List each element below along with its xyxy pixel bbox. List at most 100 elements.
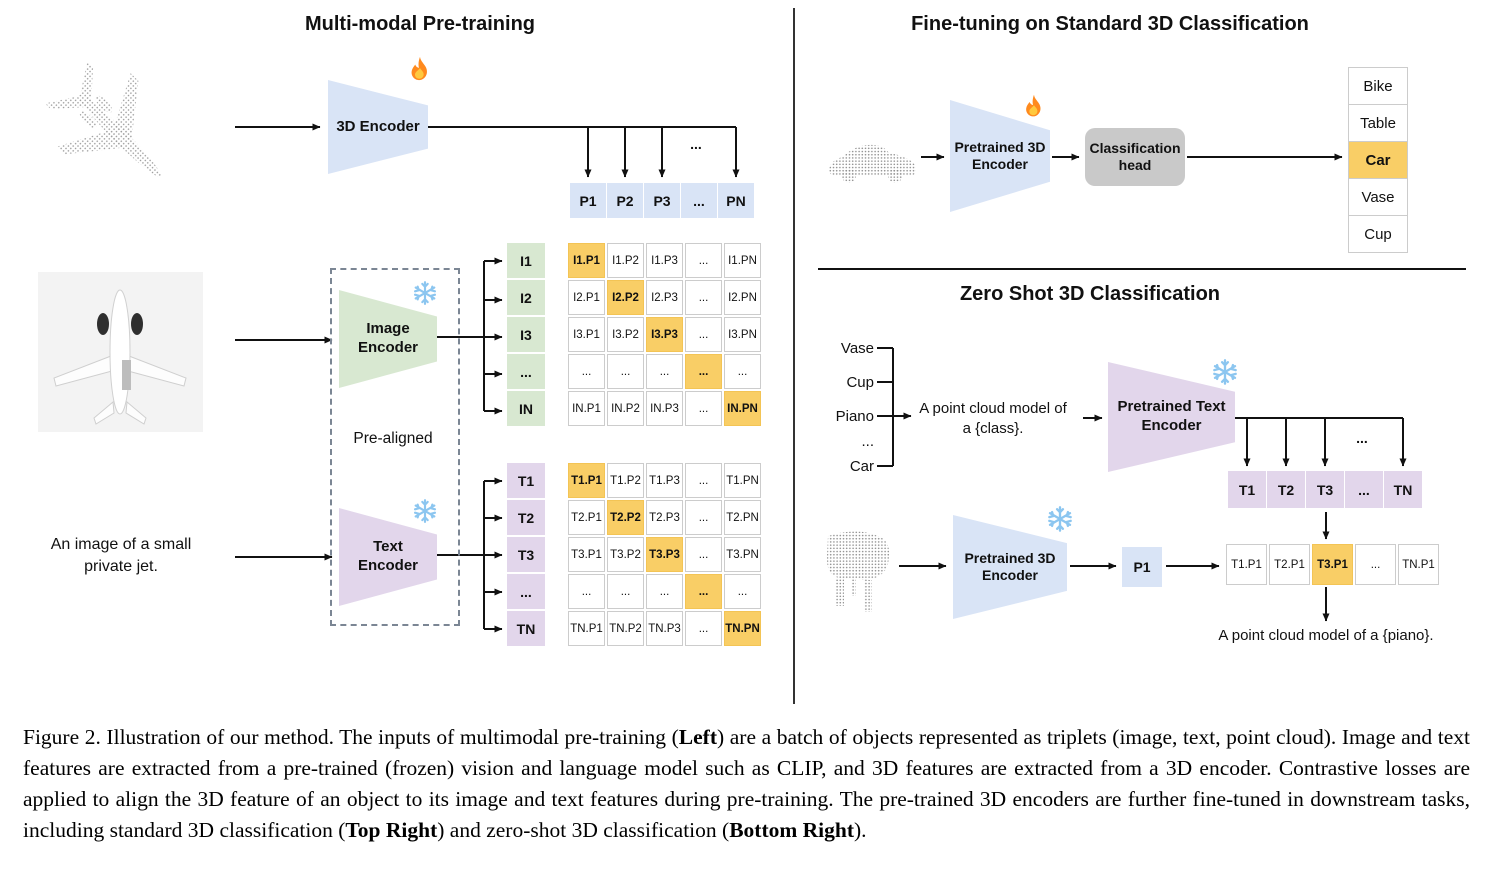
- p-feature-cell: PN: [718, 183, 754, 218]
- zeroshot-result-text: A point cloud model of a {piano}.: [1218, 627, 1434, 644]
- classification-class-list: Bike Table Car Vase Cup: [1348, 67, 1408, 253]
- similarity-cell: I1.P3: [646, 243, 683, 278]
- similarity-cell: ...: [685, 317, 722, 352]
- encoder-3d: 3D Encoder: [328, 80, 428, 174]
- snowflake-icon: [1213, 359, 1237, 385]
- image-feature-label: IN: [507, 391, 545, 426]
- similarity-cell: ...: [685, 500, 722, 535]
- class-item: Table: [1348, 104, 1408, 142]
- similarity-cell: ...: [646, 354, 683, 389]
- image-encoder-label: Image Encoder: [357, 320, 418, 356]
- class-item: Cup: [1348, 215, 1408, 253]
- similarity-cell: ...: [685, 611, 722, 646]
- text-feature-label: T2: [507, 500, 545, 535]
- zeroshot-class-label: ...: [861, 433, 874, 450]
- similarity-cell: IN.P3: [646, 391, 683, 426]
- car-point-cloud: [829, 144, 916, 183]
- class-item: Car: [1348, 141, 1408, 179]
- ellipsis: ...: [1356, 430, 1368, 446]
- similarity-cell: T2.P2: [607, 500, 644, 535]
- ellipsis: ...: [690, 136, 702, 152]
- class-item: Bike: [1348, 67, 1408, 105]
- prealigned-label: Pre-aligned: [353, 430, 433, 447]
- t-feature-cell: TN: [1384, 471, 1422, 508]
- similarity-cell: T1.P1: [1226, 544, 1267, 585]
- class-item: Vase: [1348, 178, 1408, 216]
- image-text-caption: An image of a small private jet.: [50, 536, 192, 575]
- similarity-cell: ...: [646, 574, 683, 609]
- similarity-row: T1.P1 T2.P1 T3.P1... TN.P1: [1226, 544, 1439, 585]
- zeroshot-class-label: Piano: [835, 408, 874, 425]
- snowflake-icon: [1048, 506, 1072, 532]
- similarity-cell: T3.PN: [724, 537, 761, 572]
- similarity-cell: T2.P1: [568, 500, 605, 535]
- text-point-similarity-matrix: T1.P1 T1.P2 T1.P3... T1.PN T2.P1 T2.P2 T2.P3..…: [568, 463, 761, 646]
- similarity-cell: ...: [607, 354, 644, 389]
- similarity-cell: I3.P2: [607, 317, 644, 352]
- similarity-cell: ...: [685, 243, 722, 278]
- image-feature-label: I1: [507, 243, 545, 278]
- similarity-cell: I3.PN: [724, 317, 761, 352]
- zeroshot-class-label: Cup: [846, 374, 874, 391]
- image-feature-label: ...: [507, 354, 545, 389]
- text-feature-label: T3: [507, 537, 545, 572]
- flame-icon: [411, 56, 427, 81]
- airplane-point-cloud: [45, 61, 162, 178]
- text-feature-label: T1: [507, 463, 545, 498]
- similarity-cell: ...: [724, 354, 761, 389]
- t-feature-cell: T2: [1267, 471, 1305, 508]
- encoder-3d-label: 3D Encoder: [336, 117, 420, 135]
- p-feature-cell: ...: [681, 183, 717, 218]
- figure-caption: Figure 2. Illustration of our method. Th…: [23, 725, 1471, 842]
- similarity-cell: TN.P1: [568, 611, 605, 646]
- similarity-cell: I1.PN: [724, 243, 761, 278]
- image-feature-label: I2: [507, 280, 545, 315]
- prealigned-box: [330, 268, 460, 626]
- similarity-cell: ...: [607, 574, 644, 609]
- similarity-cell: T3.P1: [1312, 544, 1353, 585]
- pretrained-3d-encoder-label: Pretrained 3D Encoder: [954, 138, 1046, 173]
- snowflake-icon: [413, 499, 437, 523]
- image-feature-column: I1 I2 I3... IN: [507, 243, 545, 426]
- similarity-cell: ...: [685, 463, 722, 498]
- p-feature-cell: P1: [570, 183, 606, 218]
- similarity-cell: ...: [568, 574, 605, 609]
- similarity-cell: T1.P3: [646, 463, 683, 498]
- similarity-cell: I2.P2: [607, 280, 644, 315]
- similarity-cell: T1.PN: [724, 463, 761, 498]
- text-feature-row: T1 T2 T3... TN: [1228, 471, 1422, 508]
- pretrained-3d-encoder-zeroshot-label: Pretrained 3D Encoder: [964, 549, 1056, 584]
- similarity-cell: T3.P2: [607, 537, 644, 572]
- similarity-cell: ...: [685, 280, 722, 315]
- similarity-cell: T1.P2: [607, 463, 644, 498]
- prompt-template: A point cloud model of a {class}.: [919, 400, 1067, 437]
- piano-point-cloud: [826, 531, 890, 612]
- similarity-cell: TN.P1: [1398, 544, 1439, 585]
- similarity-cell: T3.P3: [646, 537, 683, 572]
- panel-title-pretraining: Multi-modal Pre-training: [305, 13, 535, 35]
- t-feature-cell: T3: [1306, 471, 1344, 508]
- similarity-cell: TN.PN: [724, 611, 761, 646]
- similarity-cell: I3.P1: [568, 317, 605, 352]
- similarity-cell: ...: [685, 391, 722, 426]
- similarity-cell: T2.P3: [646, 500, 683, 535]
- image-feature-label: I3: [507, 317, 545, 352]
- similarity-cell: I1.P1: [568, 243, 605, 278]
- panel-title-finetune: Fine-tuning on Standard 3D Classificatio…: [911, 13, 1309, 35]
- similarity-cell: ...: [568, 354, 605, 389]
- similarity-cell: IN.P1: [568, 391, 605, 426]
- similarity-cell: T2.PN: [724, 500, 761, 535]
- text-encoder-label: Text Encoder: [357, 538, 418, 574]
- similarity-cell: ...: [1355, 544, 1396, 585]
- image-point-similarity-matrix: I1.P1 I1.P2 I1.P3... I1.PN I2.P1 I2.P2 I2.P3..…: [568, 243, 761, 426]
- similarity-cell: ...: [724, 574, 761, 609]
- similarity-cell: ...: [685, 354, 722, 389]
- similarity-cell: ...: [685, 537, 722, 572]
- similarity-cell: I1.P2: [607, 243, 644, 278]
- similarity-cell: IN.PN: [724, 391, 761, 426]
- similarity-cell: I2.PN: [724, 280, 761, 315]
- similarity-cell: I2.P3: [646, 280, 683, 315]
- zeroshot-class-label: Vase: [840, 340, 874, 357]
- similarity-cell: IN.P2: [607, 391, 644, 426]
- text-feature-label: TN: [507, 611, 545, 646]
